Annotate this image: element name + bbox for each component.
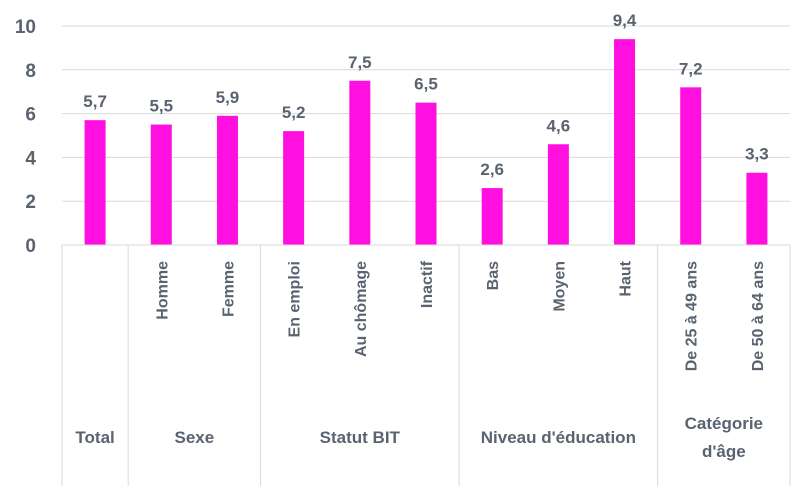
category-label: Inactif (419, 260, 436, 308)
data-label: 7,2 (679, 59, 703, 78)
bar (680, 87, 702, 245)
y-tick-label: 6 (25, 105, 36, 126)
bars (84, 39, 768, 246)
bar (415, 102, 437, 246)
category-label: De 50 à 64 ans (750, 261, 767, 371)
data-label: 7,5 (348, 53, 372, 72)
group-label: Sexe (175, 428, 215, 447)
category-label: Au chômage (353, 261, 370, 357)
y-tick-label: 2 (25, 192, 36, 213)
bar (283, 131, 305, 245)
group-label: Niveau d'éducation (481, 428, 636, 447)
category-label: Bas (485, 261, 502, 290)
bar (216, 115, 238, 245)
category-label: Homme (154, 261, 171, 320)
group-label: Statut BIT (320, 428, 401, 447)
bar (547, 144, 569, 245)
bar (746, 172, 768, 245)
data-label: 4,6 (547, 116, 571, 135)
axes (61, 244, 791, 486)
data-label: 3,3 (745, 145, 769, 164)
data-label: 6,5 (414, 75, 438, 94)
category-label: Haut (618, 260, 635, 296)
bar (481, 188, 503, 245)
bar (150, 124, 172, 245)
group-label: Total (75, 428, 114, 447)
y-tick-label: 4 (25, 148, 36, 169)
data-label: 5,7 (83, 92, 107, 111)
bar (614, 39, 636, 245)
category-label: De 25 à 49 ans (684, 261, 701, 371)
data-label: 5,9 (216, 88, 240, 107)
bar (84, 120, 106, 245)
data-label: 2,6 (480, 160, 504, 179)
y-tick-label: 0 (25, 236, 36, 257)
data-label: 5,5 (149, 97, 173, 116)
labels: 0 2 4 6 8 10 5,7 5,5 5,9 5,2 7,5 6,5 2,6 4,6 9,4 7,2 3,3… (15, 11, 769, 461)
y-tick-label: 8 (25, 61, 36, 82)
category-label: Moyen (551, 261, 568, 312)
data-label: 9,4 (613, 11, 637, 30)
y-tick-label: 10 (15, 17, 36, 38)
group-label: Catégorie (685, 414, 763, 433)
bar (349, 80, 371, 245)
category-label: Femme (220, 261, 237, 317)
group-label: d'âge (702, 442, 746, 461)
category-label: En emploi (287, 261, 304, 337)
data-label: 5,2 (282, 103, 306, 122)
